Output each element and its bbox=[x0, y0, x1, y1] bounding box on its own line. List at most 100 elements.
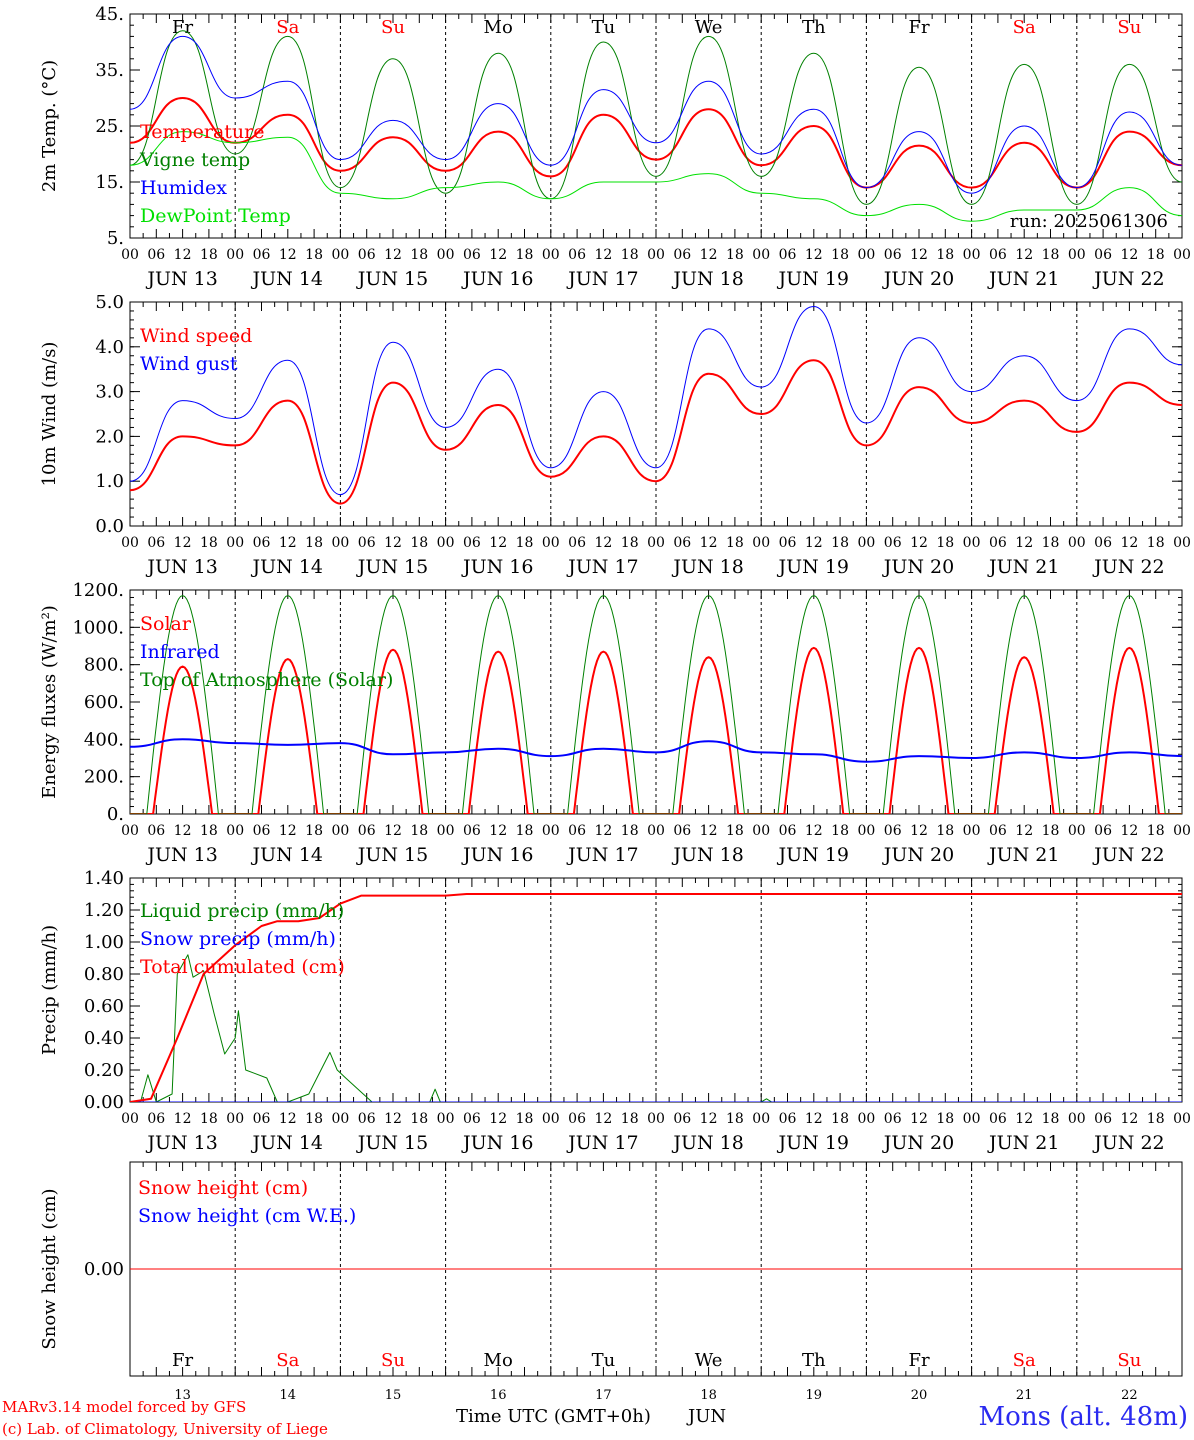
date-label: JUN 14 bbox=[251, 1132, 323, 1154]
weekday-label: Sa bbox=[1013, 17, 1036, 38]
y-tick-label: 1000. bbox=[72, 617, 124, 638]
hour-tick-label: 00 bbox=[1173, 823, 1191, 839]
hour-tick-label: 00 bbox=[857, 535, 875, 551]
hour-tick-label: 06 bbox=[779, 535, 797, 551]
series-wind-speed bbox=[130, 359, 1182, 505]
hour-tick-label: 18 bbox=[1042, 823, 1060, 839]
hour-tick-label: 18 bbox=[831, 823, 849, 839]
hour-tick-label: 12 bbox=[594, 823, 612, 839]
panel-3: 0. 200. 400. 600. 800. 1000. 1200. Energy fluxe… bbox=[39, 580, 1191, 866]
hour-tick-label: 06 bbox=[568, 247, 586, 263]
hour-tick-label: 00 bbox=[226, 1111, 244, 1127]
hour-tick-label: 12 bbox=[384, 1111, 402, 1127]
series-group bbox=[130, 595, 1182, 814]
hour-tick-label: 12 bbox=[910, 535, 928, 551]
panel-frame bbox=[129, 589, 1183, 815]
hour-tick-label: 00 bbox=[1068, 1111, 1086, 1127]
hour-tick-label: 18 bbox=[1042, 1111, 1060, 1127]
hour-tick-label: 06 bbox=[989, 535, 1007, 551]
date-label: JUN 14 bbox=[251, 556, 323, 578]
y-tick-label: 0.60 bbox=[84, 996, 124, 1017]
hour-tick-label: 12 bbox=[805, 823, 823, 839]
hour-tick-label: 12 bbox=[489, 247, 507, 263]
weekday-label: Fr bbox=[908, 17, 929, 38]
hour-tick-label: 18 bbox=[410, 1111, 428, 1127]
hour-tick-label: 00 bbox=[437, 823, 455, 839]
hour-tick-label: 18 bbox=[305, 247, 323, 263]
hour-tick-label: 00 bbox=[1068, 247, 1086, 263]
hour-tick-label: 06 bbox=[884, 247, 902, 263]
day-number-label: 17 bbox=[595, 1388, 612, 1403]
date-label: JUN 22 bbox=[1092, 556, 1164, 578]
legend-entry: Total cumulated (cm) bbox=[140, 956, 345, 978]
weekday-label: Tu bbox=[592, 17, 616, 38]
hour-tick-label: 18 bbox=[621, 535, 639, 551]
weekday-label: Mo bbox=[484, 17, 513, 38]
hour-tick-label: 00 bbox=[226, 823, 244, 839]
hour-tick-label: 18 bbox=[621, 1111, 639, 1127]
hour-tick-label: 00 bbox=[121, 535, 139, 551]
hour-tick-label: 06 bbox=[989, 823, 1007, 839]
hour-tick-label: 00 bbox=[331, 1111, 349, 1127]
hour-tick-label: 18 bbox=[305, 1111, 323, 1127]
hour-tick-label: 00 bbox=[437, 1111, 455, 1127]
hour-tick-label: 12 bbox=[700, 247, 718, 263]
hour-tick-label: 06 bbox=[673, 1111, 691, 1127]
weekday-label: Su bbox=[381, 1350, 405, 1371]
weekday-label: Sa bbox=[1013, 1350, 1036, 1371]
weekday-label: Fr bbox=[908, 1350, 929, 1371]
y-tick-label: 0. bbox=[107, 804, 124, 825]
hour-tick-label: 00 bbox=[963, 535, 981, 551]
hour-tick-label: 12 bbox=[805, 1111, 823, 1127]
weekday-label: Th bbox=[802, 1350, 826, 1371]
y-tick-label: 0.80 bbox=[84, 964, 124, 985]
y-axis-title: 10m Wind (m/s) bbox=[39, 342, 60, 487]
panel-frame bbox=[129, 301, 1183, 527]
hour-tick-label: 00 bbox=[963, 1111, 981, 1127]
day-number-label: 16 bbox=[490, 1388, 507, 1403]
series-group bbox=[130, 306, 1182, 505]
weekday-label: We bbox=[695, 1350, 723, 1371]
hour-tick-label: 18 bbox=[621, 823, 639, 839]
y-tick-label: 0.00 bbox=[84, 1259, 124, 1280]
hour-tick-label: 12 bbox=[489, 1111, 507, 1127]
y-tick-label: 15. bbox=[95, 172, 124, 193]
hour-tick-label: 18 bbox=[831, 535, 849, 551]
hour-tick-label: 06 bbox=[147, 823, 165, 839]
date-label: JUN 18 bbox=[671, 556, 743, 578]
hour-tick-label: 06 bbox=[147, 247, 165, 263]
hour-tick-label: 00 bbox=[1068, 535, 1086, 551]
y-tick-label: 0.00 bbox=[84, 1092, 124, 1113]
series-liquid-precip-mm-h- bbox=[130, 954, 1182, 1102]
hour-tick-label: 12 bbox=[174, 535, 192, 551]
date-label: JUN 20 bbox=[882, 1132, 954, 1154]
date-label: JUN 16 bbox=[461, 844, 533, 866]
y-tick-label: 45. bbox=[95, 4, 124, 25]
hour-tick-label: 06 bbox=[463, 823, 481, 839]
hour-tick-label: 12 bbox=[384, 247, 402, 263]
hour-tick-label: 00 bbox=[647, 247, 665, 263]
y-tick-label: 200. bbox=[84, 767, 124, 788]
series-infrared bbox=[130, 738, 1182, 763]
hour-tick-label: 00 bbox=[331, 535, 349, 551]
weekday-label: Sa bbox=[276, 17, 299, 38]
month-label: JUN bbox=[688, 1406, 727, 1427]
legend-entry: Top of Atmosphere (Solar) bbox=[140, 669, 393, 691]
hour-tick-label: 12 bbox=[1015, 823, 1033, 839]
hour-tick-label: 00 bbox=[857, 247, 875, 263]
y-tick-label: 1.40 bbox=[84, 868, 124, 889]
hour-tick-label: 18 bbox=[726, 1111, 744, 1127]
y-tick-label: 0.0 bbox=[95, 516, 124, 537]
date-label: JUN 15 bbox=[356, 1132, 428, 1154]
hour-tick-label: 12 bbox=[594, 247, 612, 263]
hour-tick-label: 00 bbox=[331, 823, 349, 839]
date-label: JUN 20 bbox=[882, 844, 954, 866]
hour-tick-label: 06 bbox=[253, 535, 271, 551]
hour-tick-label: 18 bbox=[831, 1111, 849, 1127]
y-tick-label: 1.00 bbox=[84, 932, 124, 953]
legend-entry: Snow precip (mm/h) bbox=[140, 928, 336, 950]
legend-entry: Vigne temp bbox=[139, 149, 250, 171]
run-label: run: 2025061306 bbox=[1010, 211, 1168, 232]
panel-1: 5. 15. 25. 35. 45. 2m Temp. (°C) Fr Sa Su Mo Tu We T… bbox=[39, 4, 1191, 290]
date-label: JUN 16 bbox=[461, 268, 533, 290]
